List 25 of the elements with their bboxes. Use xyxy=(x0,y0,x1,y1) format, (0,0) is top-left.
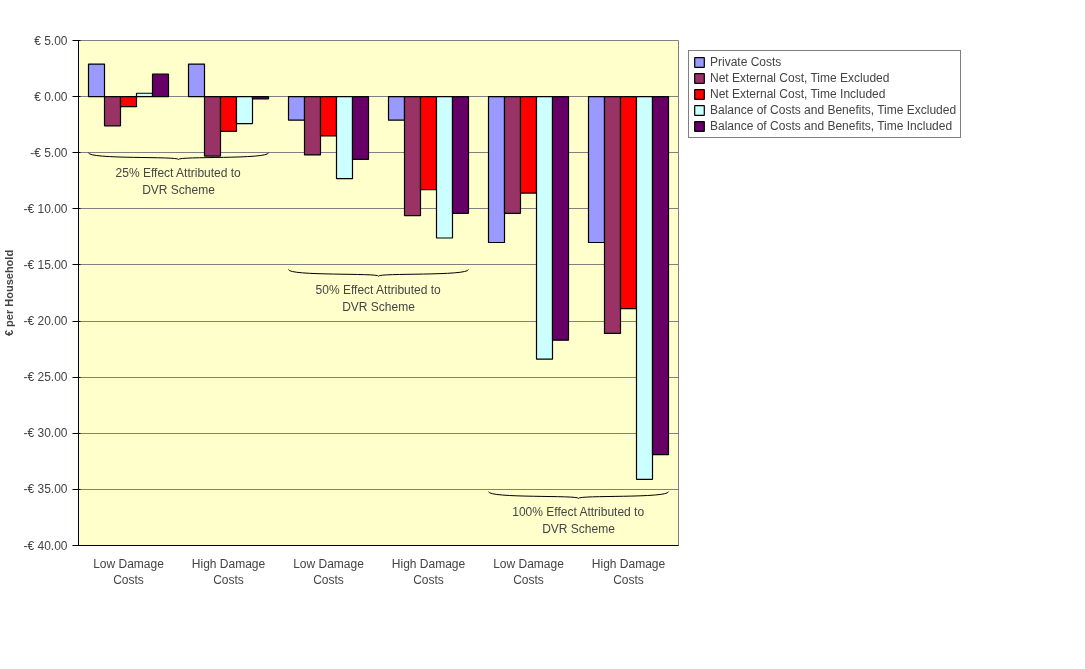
legend-label: Net External Cost, Time Excluded xyxy=(710,71,890,85)
y-tick-label: -€ 10.00 xyxy=(23,201,68,216)
annotation: 100% Effect Attributed to DVR Scheme xyxy=(512,505,645,536)
annotation: 50% Effect Attributed to DVR Scheme xyxy=(315,282,442,314)
y-tick-label: € 5.00 xyxy=(34,33,68,48)
x-tick-label: Low Damage Costs xyxy=(93,556,165,588)
x-tick-label: High Damage Costs xyxy=(591,556,666,588)
y-tick-label: € 0.00 xyxy=(34,89,68,104)
annotation: 25% Effect Attributed to DVR Scheme xyxy=(115,166,242,197)
legend-label: Balance of Costs and Benefits, Time Excluded xyxy=(710,103,957,117)
x-tick-label: High Damage Costs xyxy=(191,556,266,588)
x-tick-label: Low Damage Costs xyxy=(493,556,565,588)
y-axis-title: € per Household xyxy=(3,249,16,337)
legend-label: Net External Cost, Time Included xyxy=(710,87,886,101)
y-tick-label: -€ 40.00 xyxy=(23,538,68,553)
y-tick-label: -€ 30.00 xyxy=(23,426,68,441)
legend-label: Private Costs xyxy=(710,55,782,69)
y-tick-label: -€ 15.00 xyxy=(23,257,68,272)
y-tick-label: -€ 5.00 xyxy=(30,145,68,160)
y-tick-label: -€ 20.00 xyxy=(23,314,68,329)
x-tick-label: Low Damage Costs xyxy=(293,556,365,588)
x-tick-label: High Damage Costs xyxy=(391,556,466,588)
y-tick-label: -€ 35.00 xyxy=(23,482,68,497)
legend-label: Balance of Costs and Benefits, Time Included xyxy=(710,119,953,133)
y-tick-label: -€ 25.00 xyxy=(23,370,68,385)
